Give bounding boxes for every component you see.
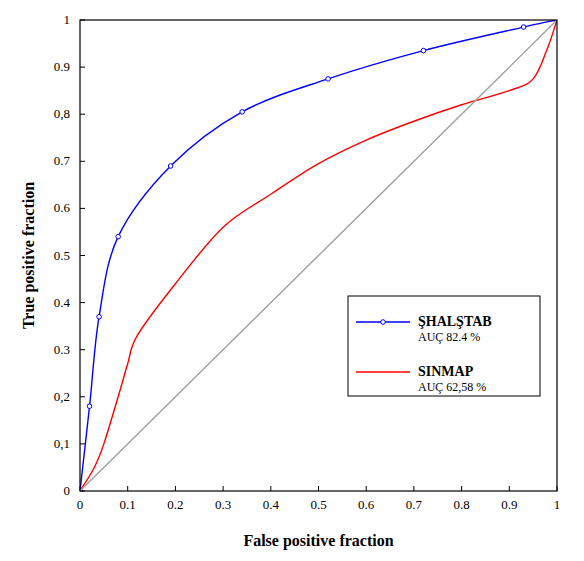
x-tick-label: 0.6 <box>358 497 375 512</box>
y-tick <box>80 302 85 303</box>
x-tick-label: 0.9 <box>501 497 517 512</box>
x-tick-label: 0 <box>77 497 84 512</box>
legend-note: AUÇ 62,58 % <box>418 380 486 394</box>
marker <box>87 404 92 409</box>
y-tick <box>80 67 85 68</box>
marker <box>116 234 121 239</box>
y-tick <box>80 208 85 209</box>
y-tick-label: 0.7 <box>54 153 71 168</box>
y-tick-label: 1 <box>64 12 71 27</box>
y-tick <box>80 114 85 115</box>
y-tick-label: 0,2 <box>54 389 70 404</box>
legend-note: AUÇ 82.4 % <box>418 330 480 344</box>
legend-box <box>348 296 540 396</box>
marker <box>421 48 426 53</box>
legend-label: ŞHALŞTAB <box>418 314 492 329</box>
marker <box>168 164 173 169</box>
y-axis-label: True positive fraction <box>20 182 38 329</box>
y-tick-label: 0,1 <box>54 436 70 451</box>
y-tick-label: 0.9 <box>54 59 70 74</box>
y-tick-label: 0.4 <box>54 295 71 310</box>
y-tick <box>80 443 85 444</box>
x-tick-label: 0.1 <box>120 497 136 512</box>
series-line <box>80 20 557 491</box>
x-tick-label: 1 <box>554 497 561 512</box>
series-line <box>80 20 557 491</box>
x-tick <box>270 486 271 491</box>
chart: 0 0.1 0.2 0.3 0.4 0.5 0.6 0.7 0.8 0.9 1 0 0,1 0,2 0.3 0… <box>0 0 584 561</box>
legend-marker <box>381 320 386 325</box>
y-tick <box>80 396 85 397</box>
marker <box>326 77 331 82</box>
series-line <box>80 20 557 491</box>
y-tick-label: 0,8 <box>54 106 70 121</box>
x-tick-label: 0.3 <box>215 497 231 512</box>
frame <box>80 20 557 491</box>
x-tick-label: 0.5 <box>310 497 326 512</box>
x-tick-label: 0.4 <box>263 497 280 512</box>
x-tick <box>223 486 224 491</box>
x-tick <box>127 486 128 491</box>
y-tick-label: 0.3 <box>54 342 70 357</box>
y-tick-label: 0.6 <box>54 200 71 215</box>
x-tick-label: 0.2 <box>167 497 183 512</box>
legend-swatch <box>356 371 410 372</box>
y-tick <box>80 161 85 162</box>
x-tick-label: 0.8 <box>453 497 469 512</box>
y-tick <box>80 255 85 256</box>
legend-label: SINMAP <box>418 364 474 379</box>
plot-area <box>80 20 557 491</box>
x-tick <box>175 486 176 491</box>
x-tick-label: 0.7 <box>406 497 423 512</box>
x-tick <box>509 486 510 491</box>
x-axis-label: False positive fraction <box>243 532 393 550</box>
legend: ŞHALŞTABAUÇ 82.4 % SINMAPAUÇ 62,58 % <box>348 296 540 396</box>
y-tick <box>80 349 85 350</box>
marker <box>97 314 102 319</box>
x-tick <box>461 486 462 491</box>
x-tick <box>366 486 367 491</box>
x-tick <box>413 486 414 491</box>
marker <box>240 110 245 115</box>
x-tick <box>318 486 319 491</box>
marker <box>521 25 526 30</box>
y-tick-label: 0.5 <box>54 248 70 263</box>
y-tick-label: 0 <box>64 483 71 498</box>
